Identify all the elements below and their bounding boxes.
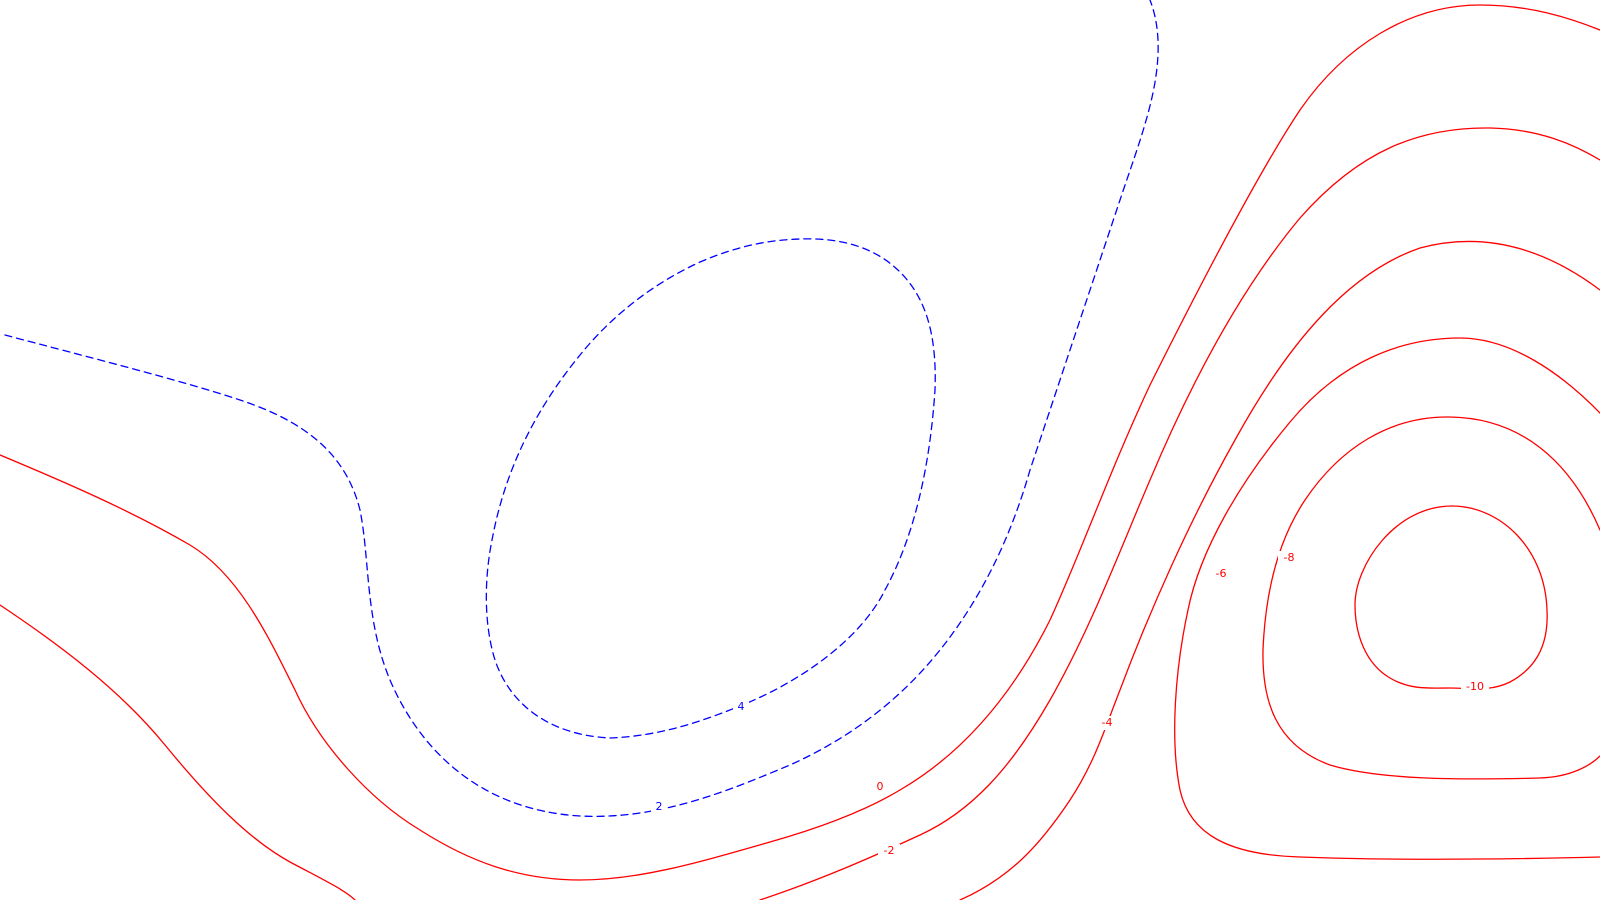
contour-line-level-minus-2 (0, 604, 356, 900)
label-bg (872, 780, 888, 794)
contour-line-level-minus-8 (1262, 416, 1600, 780)
contour-label: -10 (1466, 680, 1484, 693)
label-bg (1210, 567, 1232, 581)
contour-line-level-0 (0, 4, 1600, 881)
label-bg (878, 844, 900, 858)
contour-line-level-minus-4 (959, 240, 1600, 900)
label-bg (1278, 551, 1300, 565)
contour-label: 0 (877, 780, 884, 793)
contour-label: -4 (1102, 716, 1113, 729)
label-bg (1461, 680, 1489, 694)
label-bg (1096, 716, 1118, 730)
contour-label: -8 (1284, 551, 1295, 564)
label-bg (733, 700, 749, 714)
contour-label: 4 (738, 700, 745, 713)
contour-label: -6 (1216, 567, 1227, 580)
contour-label: -2 (884, 844, 895, 857)
label-bg (651, 800, 667, 814)
contour-label: 2 (656, 800, 663, 813)
contour-line-level-4 (485, 238, 936, 739)
contour-line-level-minus-6 (1174, 337, 1600, 860)
contour-line-level-minus-2-east (759, 127, 1600, 900)
contour-line-level-2 (4, 0, 1159, 818)
contour-line-level-minus-10 (1354, 505, 1548, 690)
